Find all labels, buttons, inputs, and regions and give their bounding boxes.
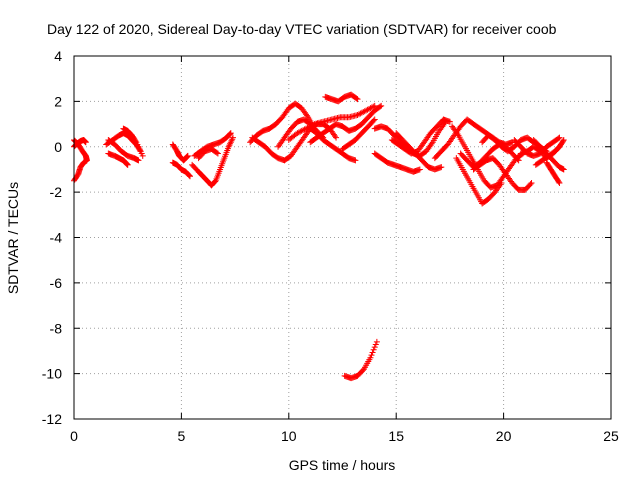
data-point <box>371 344 378 351</box>
y-tick-label: -8 <box>50 320 63 336</box>
data-point <box>370 346 377 353</box>
series-seg5 <box>105 150 131 168</box>
y-tick-label: -12 <box>42 411 62 427</box>
x-tick-label: 0 <box>70 428 78 444</box>
data-point <box>132 138 139 145</box>
data-point <box>359 367 366 374</box>
data-point <box>227 130 234 137</box>
plot-frame <box>73 55 612 420</box>
data-point <box>514 156 521 163</box>
series-seg24 <box>393 130 445 173</box>
data-point <box>555 178 562 185</box>
data-point <box>528 180 535 187</box>
data-point <box>555 144 562 151</box>
y-tick-label: -4 <box>50 230 63 246</box>
axis-ticks: 0 5 10 15 20 25 -12 -10 -8 -6 -4 -2 0 2 4 <box>42 48 619 444</box>
y-tick-label: -10 <box>42 366 62 382</box>
data-point <box>515 157 522 164</box>
chart-title: Day 122 of 2020, Sidereal Day-to-day VTE… <box>47 21 557 37</box>
series-seg34 <box>532 143 563 168</box>
data-point <box>368 352 375 359</box>
series-seg19 <box>339 116 378 153</box>
grid <box>74 56 611 419</box>
data-point <box>354 96 361 103</box>
data-point <box>556 134 563 141</box>
y-tick-label: 0 <box>54 139 62 155</box>
data-point <box>373 338 380 345</box>
data-point <box>378 102 385 109</box>
series-seg29 <box>470 155 535 193</box>
data-point <box>227 130 234 137</box>
data-point <box>371 116 378 123</box>
data-point <box>556 143 563 150</box>
x-tick-label: 15 <box>388 428 404 444</box>
data-point <box>214 150 221 157</box>
data-point <box>416 166 423 173</box>
data-point <box>560 138 567 145</box>
data-point <box>353 95 360 102</box>
data-point <box>560 166 567 173</box>
data-point <box>310 121 317 128</box>
data-point <box>184 152 191 159</box>
data-points <box>71 91 567 382</box>
x-tick-label: 25 <box>603 428 619 444</box>
series-seg20 <box>341 338 380 382</box>
data-point <box>372 341 379 348</box>
x-tick-label: 20 <box>496 428 512 444</box>
y-tick-label: 4 <box>54 48 62 64</box>
x-tick-label: 5 <box>178 428 186 444</box>
data-point <box>82 139 89 146</box>
series-seg35 <box>543 159 563 187</box>
data-point <box>213 149 220 156</box>
y-tick-label: 2 <box>54 93 62 109</box>
data-point <box>377 103 384 110</box>
data-point <box>186 173 193 180</box>
x-tick-label: 10 <box>281 428 297 444</box>
data-point <box>446 118 453 125</box>
series-seg6 <box>120 125 146 159</box>
data-point <box>369 349 376 356</box>
data-point <box>556 180 563 187</box>
data-point <box>333 134 340 141</box>
data-point <box>498 180 505 187</box>
series-seg7 <box>169 141 191 164</box>
series-seg9 <box>189 134 236 189</box>
data-point <box>135 157 142 164</box>
data-point <box>527 181 534 188</box>
data-point <box>352 157 359 164</box>
data-point <box>186 172 193 179</box>
y-tick-label: -6 <box>50 275 63 291</box>
y-tick-label: -2 <box>50 184 63 200</box>
data-point <box>212 178 219 185</box>
series-seg11 <box>195 146 221 162</box>
data-point <box>367 354 374 361</box>
data-point <box>555 135 562 142</box>
series-seg22 <box>371 150 423 175</box>
data-point <box>139 152 146 159</box>
series-seg8 <box>169 159 193 180</box>
series-seg18 <box>307 125 359 164</box>
series-seg27 <box>453 155 505 207</box>
x-axis-label: GPS time / hours <box>289 457 396 473</box>
series-seg15 <box>285 102 378 143</box>
data-point <box>229 134 236 141</box>
y-axis-label: SDTVAR / TECUs <box>5 182 21 294</box>
data-point <box>370 117 377 124</box>
data-point <box>438 164 445 171</box>
series-seg10 <box>191 130 234 159</box>
data-point <box>560 136 567 143</box>
data-point <box>124 161 131 168</box>
series-seg16 <box>322 91 361 105</box>
